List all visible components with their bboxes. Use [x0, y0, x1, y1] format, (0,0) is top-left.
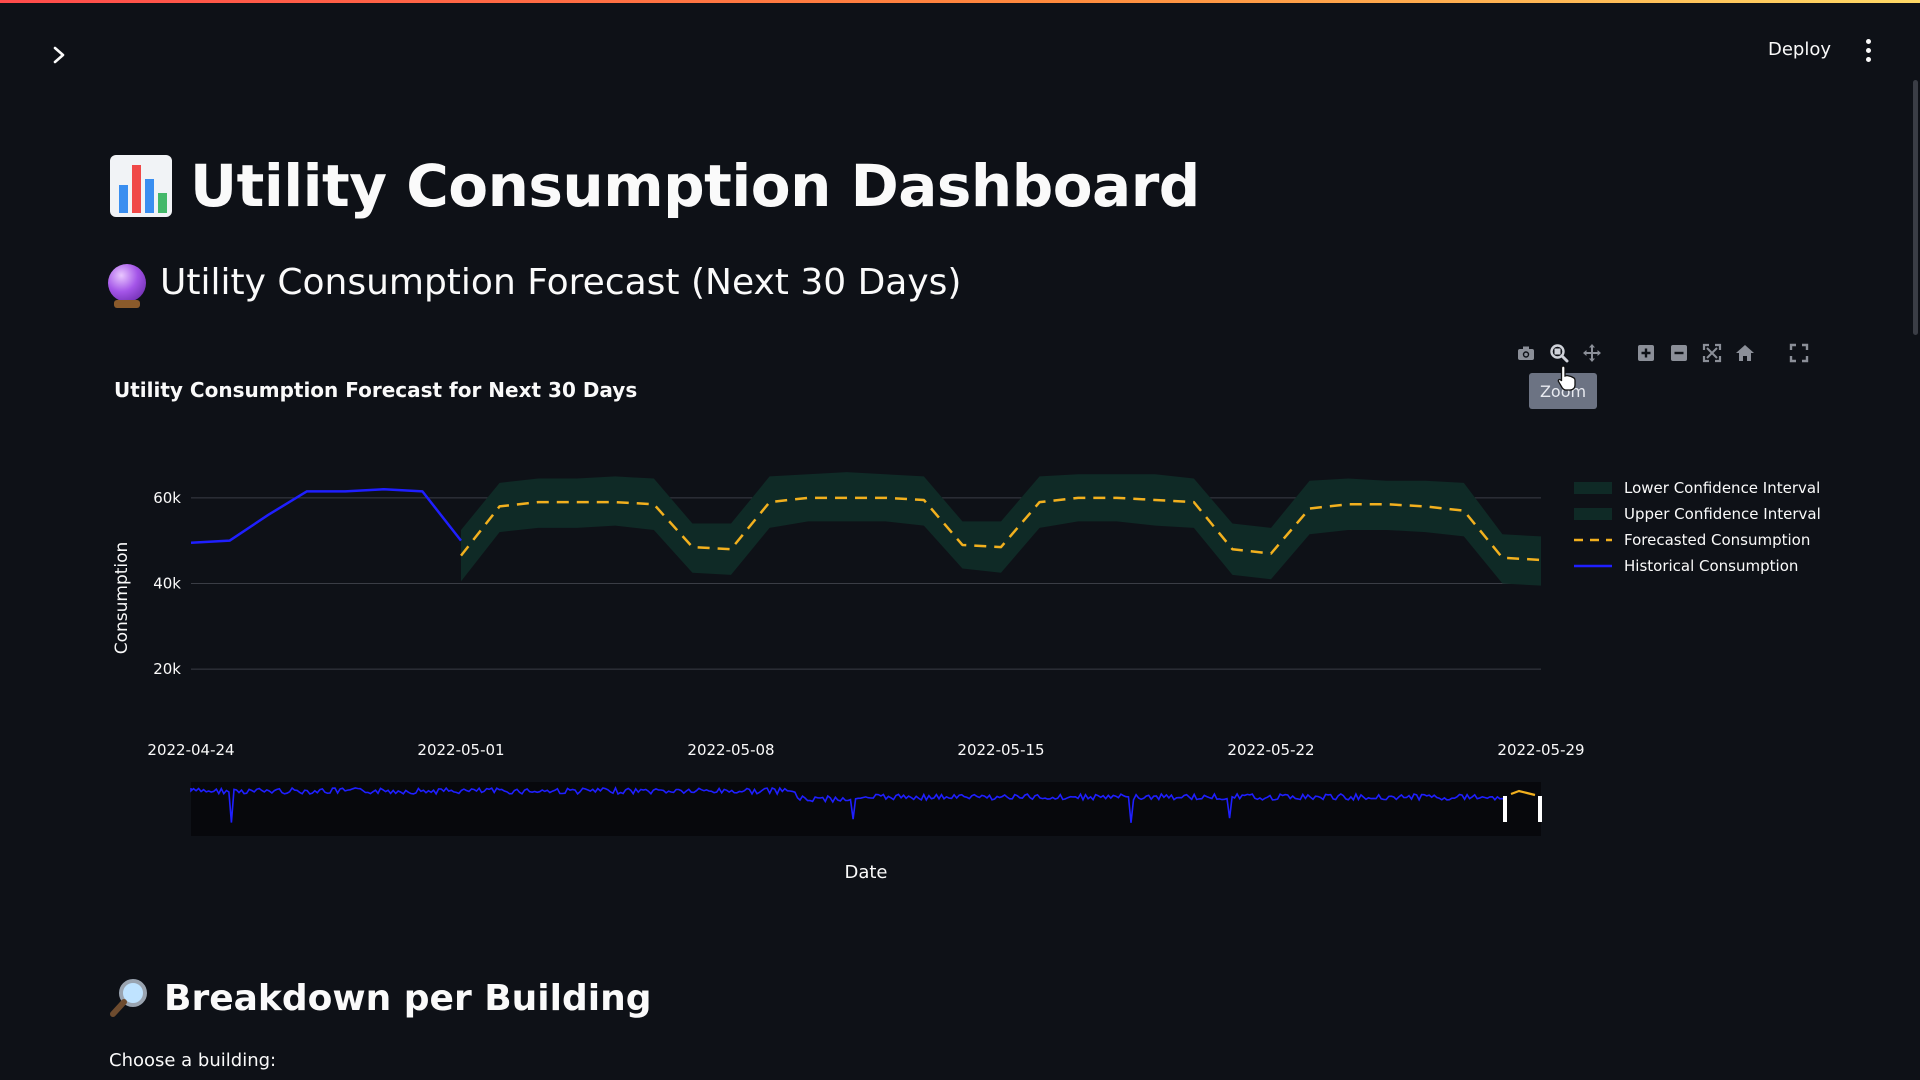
legend-label: Lower Confidence Interval — [1624, 478, 1821, 497]
y-tick-label: 60k — [153, 489, 181, 507]
deploy-button[interactable]: Deploy — [1768, 39, 1832, 60]
chart-title: Utility Consumption Forecast for Next 30… — [114, 378, 638, 402]
breakdown-section-header: Breakdown per Building — [108, 977, 652, 1019]
range-slider-forecast-trace — [1510, 789, 1536, 797]
confidence-band — [461, 472, 1541, 586]
zoom-out-icon[interactable] — [1667, 341, 1691, 365]
range-slider-historical-trace — [190, 786, 1506, 823]
building-select-label: Choose a building: — [109, 1050, 277, 1071]
top-accent-bar — [0, 0, 1920, 3]
zoom-icon[interactable] — [1547, 341, 1571, 365]
legend-swatch — [1574, 507, 1612, 520]
legend-item-historical[interactable]: Historical Consumption — [1574, 556, 1821, 575]
x-axis-title: Date — [844, 862, 888, 883]
fullscreen-icon[interactable] — [1787, 341, 1811, 365]
y-axis-title: Consumption — [112, 541, 132, 655]
y-tick-label: 20k — [153, 660, 181, 678]
page-title: Utility Consumption Dashboard — [108, 152, 1200, 220]
historical-series-line — [190, 488, 462, 545]
x-tick-label: 2022-05-15 — [957, 741, 1044, 759]
crystal-ball-icon — [108, 263, 146, 308]
page-scrollbar[interactable] — [1913, 80, 1918, 335]
bar-chart-emoji-icon — [110, 155, 172, 217]
range-slider-handle-right — [1538, 796, 1542, 822]
legend-item-lower-ci[interactable]: Lower Confidence Interval — [1574, 478, 1821, 497]
camera-icon[interactable] — [1514, 341, 1538, 365]
main-menu-button[interactable] — [1854, 34, 1882, 66]
mouse-pointer-icon — [1557, 365, 1576, 391]
page-title-text: Utility Consumption Dashboard — [190, 152, 1200, 220]
breakdown-header-text: Breakdown per Building — [164, 977, 652, 1019]
forecast-section-header: Utility Consumption Forecast (Next 30 Da… — [108, 262, 962, 308]
x-tick-label: 2022-05-08 — [687, 741, 774, 759]
sidebar-expand-button[interactable] — [44, 40, 74, 70]
legend-label: Upper Confidence Interval — [1624, 504, 1821, 523]
legend-item-forecast[interactable]: Forecasted Consumption — [1574, 530, 1821, 549]
x-tick-label: 2022-04-24 — [147, 741, 234, 759]
menu-dot — [1865, 38, 1871, 44]
forecast-header-text: Utility Consumption Forecast (Next 30 Da… — [160, 262, 962, 303]
x-tick-label: 2022-05-22 — [1227, 741, 1314, 759]
menu-dot — [1865, 56, 1871, 62]
legend-label: Historical Consumption — [1624, 556, 1799, 575]
range-slider-background — [191, 782, 1541, 836]
legend-swatch — [1574, 481, 1612, 494]
zoom-in-icon[interactable] — [1634, 341, 1658, 365]
pan-icon[interactable] — [1580, 341, 1604, 365]
legend-label: Forecasted Consumption — [1624, 530, 1811, 549]
reset-axes-icon[interactable] — [1733, 341, 1757, 365]
menu-dot — [1865, 47, 1871, 53]
x-tick-label: 2022-05-01 — [417, 741, 504, 759]
chart-legend: Lower Confidence Interval Upper Confiden… — [1574, 478, 1821, 575]
legend-swatch — [1574, 560, 1612, 572]
autoscale-icon[interactable] — [1700, 341, 1724, 365]
plot-modebar — [1514, 341, 1811, 365]
x-tick-label: 2022-05-29 — [1497, 741, 1584, 759]
y-tick-label: 40k — [153, 575, 181, 593]
chevron-right-icon — [53, 46, 65, 64]
forecast-series-line — [460, 496, 1542, 562]
magnifying-glass-icon — [110, 979, 147, 1017]
range-slider-handle-left — [1503, 796, 1507, 822]
legend-item-upper-ci[interactable]: Upper Confidence Interval — [1574, 504, 1821, 523]
legend-swatch — [1574, 534, 1612, 546]
